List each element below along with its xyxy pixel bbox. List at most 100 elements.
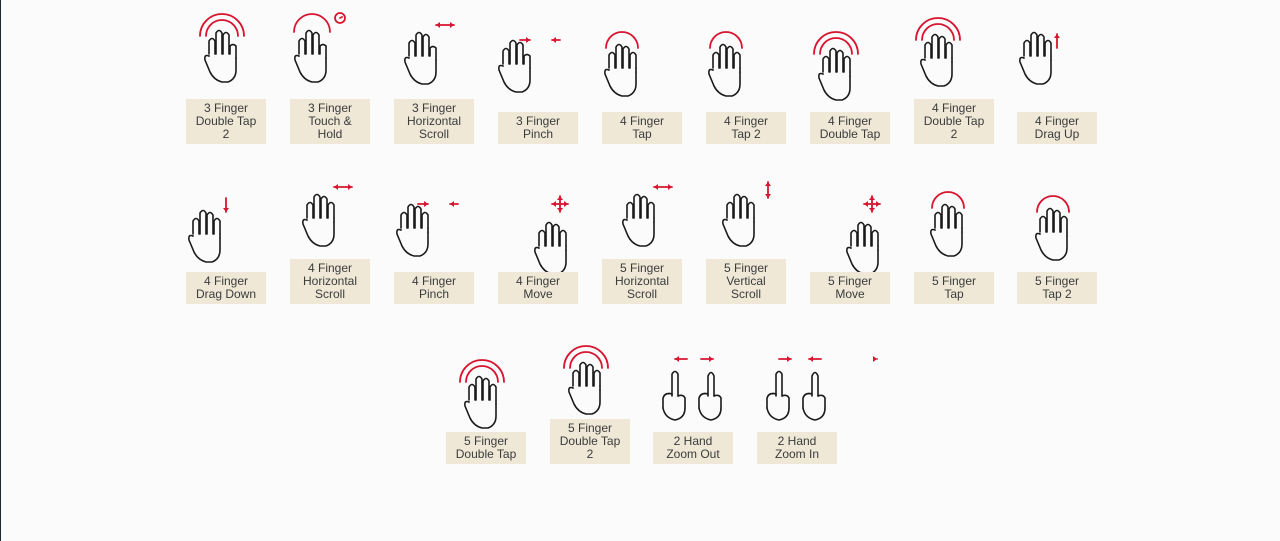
gesture-horizontal-scroll: 4 Finger Horizontal Scroll	[290, 168, 370, 304]
gesture-label-line: 4 Finger	[203, 274, 249, 288]
hand-icon	[204, 29, 237, 83]
gesture-label-line: Move	[835, 287, 865, 301]
gesture-label-line: 5 Finger	[827, 274, 873, 288]
tap-ripple-icon	[293, 13, 331, 33]
gesture-label: 5 Finger Horizontal Scroll	[602, 259, 682, 304]
gesture-label-line: 4 Finger	[931, 101, 977, 115]
pinch-icon	[498, 37, 561, 93]
gesture-label-line: 5 Finger	[619, 261, 665, 275]
gesture-horizontal-scroll: 5 Finger Horizontal Scroll	[602, 168, 682, 304]
pinch-icon	[396, 201, 459, 257]
gesture-label-line: 4 Finger	[307, 261, 353, 275]
gesture-label-line: 5 Finger	[463, 434, 509, 448]
move-icon	[846, 195, 881, 275]
gesture-label-line: Double Tap	[195, 114, 257, 128]
touch-hold-icon	[293, 12, 346, 83]
gesture-label-line: Scroll	[418, 127, 449, 141]
pointing-hand-icon	[698, 371, 722, 421]
hand-icon	[1019, 31, 1052, 85]
tap-icon	[930, 191, 965, 257]
move-arrows-icon	[863, 195, 881, 213]
gesture-move: 4 Finger Move	[498, 168, 578, 304]
hand-icon	[294, 29, 327, 83]
gesture-pinch: 4 Finger Pinch	[394, 168, 474, 304]
hand-icon	[722, 193, 755, 247]
gesture-label: 3 Finger Horizontal Scroll	[394, 99, 474, 144]
two-hand-zoom-out-icon	[662, 356, 722, 421]
gesture-label-line: Tap 2	[731, 127, 761, 141]
tap-ripple-icon	[563, 345, 609, 369]
tap-icon	[708, 31, 743, 97]
hand-icon	[568, 361, 601, 415]
gesture-label-line: Horizontal	[302, 274, 358, 288]
drag-down-icon	[188, 197, 229, 263]
gesture-tap: 5 Finger Tap	[914, 168, 994, 304]
gesture-label-line: 3 Finger	[307, 101, 353, 115]
hand-icon	[920, 33, 953, 87]
gesture-label: 5 Finger Tap 2	[1017, 272, 1097, 304]
tap-ripple-icon	[199, 13, 245, 37]
hand-icon	[404, 31, 437, 85]
gesture-label-line: 4 Finger	[515, 274, 561, 288]
gesture-label-line: Drag Up	[1034, 127, 1080, 141]
gesture-label: 4 Finger Horizontal Scroll	[290, 259, 370, 304]
gesture-label-line: Pinch	[418, 287, 450, 301]
gesture-drag-down: 4 Finger Drag Down	[186, 168, 266, 304]
gesture-label-line: 3 Finger	[203, 101, 249, 115]
gesture-label: 2 Hand Zoom Out	[653, 432, 733, 464]
gesture-move: 5 Finger Move	[810, 168, 890, 304]
gesture-label-line: Move	[523, 287, 553, 301]
hand-icon	[622, 193, 655, 247]
gesture-label: 4 Finger Drag Down	[186, 272, 266, 304]
gesture-two-hand-zoom-in: 2 Hand Zoom In	[757, 328, 878, 464]
gesture-label-line: Scroll	[626, 287, 657, 301]
gesture-label: 5 Finger Move	[810, 272, 890, 304]
gesture-label: 5 Finger Tap	[914, 272, 994, 304]
gesture-label-line: Double Tap	[819, 127, 881, 141]
gesture-label: 4 Finger Double Tap	[810, 112, 890, 144]
hand-icon	[930, 203, 963, 257]
gesture-tap: 4 Finger Tap	[602, 0, 682, 144]
tap-icon	[604, 31, 639, 97]
gesture-label-line: 5 Finger	[567, 421, 613, 435]
horizontal-scroll-icon	[302, 184, 353, 247]
gesture-label-line: Zoom Out	[666, 447, 720, 461]
tap-icon	[1035, 195, 1070, 261]
gesture-drag-up: 4 Finger Drag Up	[1017, 0, 1097, 144]
gesture-label-line: Zoom In	[774, 447, 819, 461]
hand-icon	[708, 43, 741, 97]
tap-ripple-icon	[931, 191, 965, 209]
gesture-label: 3 Finger Touch & Hold	[290, 99, 370, 144]
gesture-tap: 5 Finger Tap 2	[1017, 168, 1097, 304]
gesture-label-line: 4 Finger	[827, 114, 873, 128]
gesture-tap-double: 5 Finger Double Tap 2	[550, 328, 630, 464]
pointing-hand-icon	[766, 370, 790, 421]
gesture-two-hand-zoom-out: 2 Hand Zoom Out	[653, 328, 733, 464]
gesture-label-line: Scroll	[730, 287, 761, 301]
tap-double-icon	[199, 13, 245, 83]
tap-double-icon	[813, 31, 859, 101]
tap-ripple-icon	[813, 31, 859, 55]
gesture-label-line: 3 Finger	[515, 114, 561, 128]
gesture-label-line: Double Tap	[559, 434, 621, 448]
tap-ripple-icon	[459, 359, 505, 383]
pointing-hand-icon	[662, 370, 686, 421]
gesture-label-line: Hold	[317, 127, 343, 141]
gesture-label: 2 Hand Zoom In	[757, 432, 837, 464]
gesture-label: 4 Finger Tap 2	[706, 112, 786, 144]
gesture-label-line: 2	[950, 127, 958, 141]
gesture-label-line: 2 Hand	[673, 434, 713, 448]
gesture-touch-hold: 3 Finger Touch & Hold	[290, 0, 370, 144]
hand-icon	[604, 43, 637, 97]
hand-icon	[188, 209, 221, 263]
pointing-hand-icon	[802, 371, 826, 421]
gesture-label: 4 Finger Pinch	[394, 272, 474, 304]
gesture-label-line: 2	[222, 127, 230, 141]
vertical-scroll-icon	[722, 181, 771, 247]
gesture-label-line: 4 Finger	[723, 114, 769, 128]
gesture-label-line: Horizontal	[614, 274, 670, 288]
gesture-label-line: Double Tap	[455, 447, 517, 461]
gesture-label-line: Horizontal	[406, 114, 462, 128]
tap-ripple-icon	[915, 17, 961, 41]
hand-icon	[396, 203, 429, 257]
